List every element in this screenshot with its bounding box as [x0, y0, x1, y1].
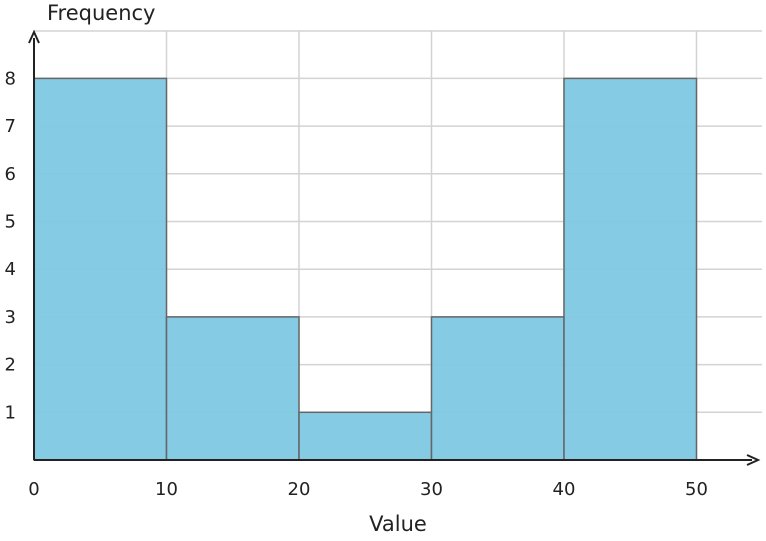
y-tick-label: 2 [5, 355, 16, 376]
y-tick-label: 3 [5, 307, 16, 328]
y-tick-label: 5 [5, 212, 16, 233]
x-axis-arrow [746, 454, 761, 466]
histogram-bar [33, 77, 168, 461]
y-tick-label: 4 [5, 259, 16, 280]
x-tick-label: 30 [420, 479, 443, 500]
axes [28, 29, 761, 466]
x-tick-label: 20 [288, 479, 311, 500]
x-tick-label: 50 [685, 479, 708, 500]
histogram-bars [33, 77, 698, 461]
x-tick-label: 10 [155, 479, 178, 500]
histogram-bar [298, 411, 433, 461]
histogram-bar [563, 77, 698, 461]
y-axis-arrow [28, 29, 40, 44]
y-tick-label: 1 [5, 402, 16, 423]
y-tick-labels: 1 2 3 4 5 6 7 8 [5, 68, 16, 423]
histogram-bar [165, 316, 300, 461]
histogram-bar [430, 316, 565, 461]
x-tick-labels: 0 10 20 30 40 50 [28, 479, 708, 500]
x-axis-label: Value [369, 512, 427, 536]
y-tick-label: 7 [5, 116, 16, 137]
y-axis-label: Frequency [47, 1, 156, 25]
y-tick-label: 8 [5, 68, 16, 89]
y-tick-label: 6 [5, 164, 16, 185]
x-tick-label: 0 [28, 479, 39, 500]
x-tick-label: 40 [553, 479, 576, 500]
